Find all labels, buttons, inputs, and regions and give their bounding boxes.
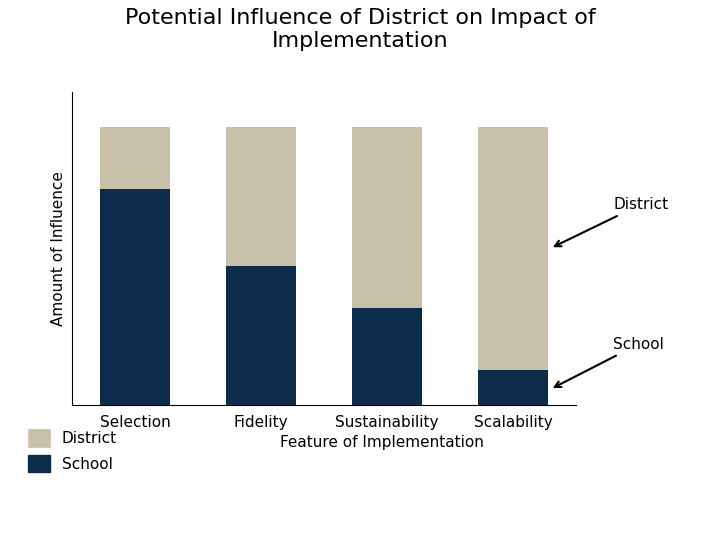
Bar <box>226 266 296 405</box>
Bar <box>478 126 548 370</box>
Text: School: School <box>554 336 664 387</box>
Bar <box>226 126 296 266</box>
Text: District: District <box>555 197 668 246</box>
Text: Potential Influence of District on Impact of
Implementation: Potential Influence of District on Impac… <box>125 8 595 51</box>
Text: MIBLSI: MIBLSI <box>71 505 145 525</box>
Text: Feature of Implementation: Feature of Implementation <box>279 435 484 450</box>
Legend: District, School: District, School <box>22 423 123 478</box>
Y-axis label: Amount of Influence: Amount of Influence <box>51 171 66 326</box>
Bar <box>352 308 422 405</box>
Bar <box>100 126 170 189</box>
Bar <box>352 126 422 308</box>
Text: 11: 11 <box>349 506 371 524</box>
Bar <box>478 370 548 405</box>
Bar <box>100 189 170 405</box>
